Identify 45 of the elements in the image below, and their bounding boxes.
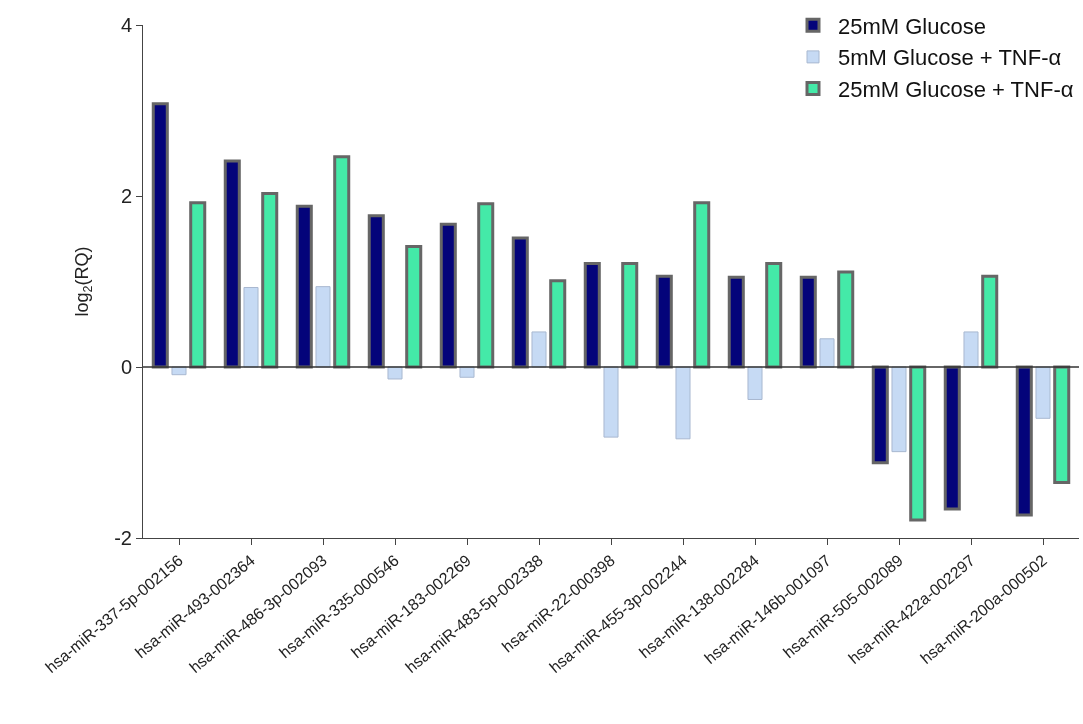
bar [439,222,457,369]
legend-label: 25mM Glucose [838,13,986,39]
bar [655,274,673,369]
bar [943,365,961,511]
bar [963,331,979,368]
bar [459,366,475,378]
bar [477,202,495,369]
bar [909,365,927,522]
bar [693,201,711,369]
bar [223,159,241,369]
bar [387,366,403,380]
bar [837,270,855,369]
y-tick-label: -2 [114,527,132,549]
bar [367,214,385,369]
bar [1015,365,1033,517]
bar [819,338,835,368]
bar [747,366,763,400]
bar [151,102,169,369]
bar [603,366,619,438]
y-tick-label: 4 [120,14,132,36]
bar [549,279,567,369]
bar [1035,366,1051,419]
bar [333,155,351,369]
bar [243,286,259,368]
bar [511,236,529,369]
legend-label: 5mM Glucose + TNF-α [838,45,1062,71]
bar [583,262,601,369]
bar [621,262,639,369]
y-tick-label: 2 [120,185,132,207]
bar [799,275,817,369]
bar [189,201,207,369]
bar [891,366,907,453]
bar [315,286,331,368]
bar [261,191,279,369]
y-tick-label: 0 [120,356,132,378]
legend-label: 25mM Glucose + TNF-α [838,77,1074,103]
bar [765,262,783,369]
bar [295,204,313,369]
bar [1053,365,1071,484]
bar [675,366,691,440]
bar [981,274,999,369]
bar [871,365,889,465]
bar [727,275,745,369]
bar [405,244,423,369]
bar [531,331,547,368]
